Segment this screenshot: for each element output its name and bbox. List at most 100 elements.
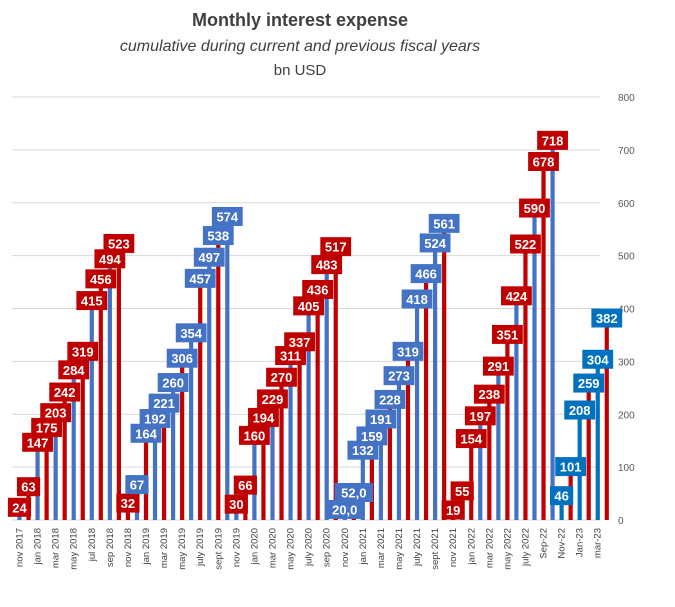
bar (98, 278, 103, 520)
data-label-box (239, 425, 270, 445)
x-tick-label: may 2019 (177, 528, 188, 570)
bar (433, 242, 438, 520)
bar (369, 435, 374, 520)
data-label: 483 (316, 258, 338, 273)
data-label: 678 (533, 155, 555, 170)
data-label: 192 (144, 411, 166, 426)
data-label-box (325, 499, 364, 519)
y-tick-label: 500 (618, 252, 635, 263)
data-label: 522 (515, 237, 537, 252)
data-label: 456 (90, 272, 112, 287)
data-label: 46 (554, 489, 568, 504)
data-label-box (157, 373, 189, 393)
bar (595, 359, 600, 520)
data-label: 242 (54, 385, 76, 400)
bar (405, 351, 411, 520)
bar (505, 334, 510, 520)
data-label-box (184, 268, 216, 288)
bar (442, 223, 447, 520)
y-tick-label: 400 (618, 305, 635, 316)
data-label: 351 (497, 327, 519, 342)
bar (478, 415, 483, 520)
bar (152, 418, 158, 520)
data-label: 221 (153, 396, 175, 411)
x-tick-label: mar 2021 (376, 528, 387, 568)
data-label: 147 (27, 435, 49, 450)
data-label: 561 (433, 216, 455, 231)
data-label-box (419, 233, 451, 253)
chart-unit: bn USD (273, 62, 327, 79)
data-label: 197 (469, 409, 491, 424)
data-label: 228 (379, 392, 401, 407)
x-tick-label: nov 2021 (448, 528, 459, 567)
bar (207, 257, 212, 520)
bar (487, 394, 492, 520)
data-label: 229 (262, 392, 284, 407)
data-label-box (125, 475, 149, 495)
bar (161, 403, 167, 520)
data-label: 311 (280, 349, 301, 364)
data-label-box (356, 426, 388, 446)
y-tick-label: 0 (618, 516, 624, 527)
data-label-box (94, 249, 126, 269)
data-label: 20,0 (332, 502, 357, 517)
data-label: 67 (130, 478, 144, 493)
data-label-box (67, 341, 99, 361)
data-label-box (320, 237, 352, 257)
data-label: 164 (135, 426, 157, 441)
x-tick-label: sep 2020 (322, 528, 333, 567)
data-label-box (347, 440, 379, 460)
x-tick-label: sept 2019 (213, 528, 224, 570)
data-label: 354 (180, 326, 202, 341)
data-label: 63 (21, 480, 35, 495)
bar (297, 341, 302, 520)
bar (315, 289, 320, 520)
data-label-box (428, 213, 460, 233)
bar (532, 208, 537, 520)
x-tick-label: may 2020 (286, 528, 297, 570)
data-label: 208 (569, 403, 591, 418)
data-label-box (175, 323, 207, 343)
bar (225, 216, 230, 520)
bar (116, 243, 121, 520)
x-tick-label: july 2020 (304, 528, 315, 567)
y-tick-label: 600 (618, 199, 635, 210)
data-label: 66 (238, 478, 252, 493)
data-label: 497 (198, 250, 220, 265)
data-label-box (130, 423, 162, 443)
x-tick-label: mar 2020 (267, 528, 278, 568)
bar (550, 140, 555, 521)
bar (423, 273, 429, 520)
bar (523, 243, 528, 520)
x-tick-label: mar 2019 (159, 528, 170, 568)
y-tick-label: 800 (618, 93, 635, 104)
data-label-box (7, 497, 32, 517)
data-label-box (58, 360, 90, 380)
data-label: 260 (162, 376, 184, 391)
data-label-box (22, 432, 53, 452)
data-label: 304 (587, 352, 609, 367)
bar (170, 382, 176, 520)
bar (496, 366, 501, 520)
data-label-box (582, 349, 614, 369)
data-label-box (591, 308, 623, 328)
data-label: 306 (171, 351, 193, 366)
bar (62, 392, 67, 520)
data-label-box (564, 400, 596, 420)
data-label: 284 (63, 363, 85, 378)
bar (306, 305, 311, 520)
data-label-box (49, 382, 81, 402)
bar (378, 419, 383, 520)
bar (279, 377, 284, 520)
data-label: 291 (488, 359, 510, 374)
bar (198, 278, 203, 520)
x-tick-label: jan 2022 (466, 528, 477, 565)
data-label: 273 (388, 369, 410, 384)
x-tick-label: may 2022 (502, 528, 513, 570)
x-tick-label: mar 2022 (484, 528, 495, 568)
data-label: 590 (524, 201, 546, 216)
y-tick-label: 700 (618, 146, 635, 157)
bar (216, 235, 221, 520)
data-label: 405 (298, 299, 320, 314)
bar (604, 318, 609, 520)
